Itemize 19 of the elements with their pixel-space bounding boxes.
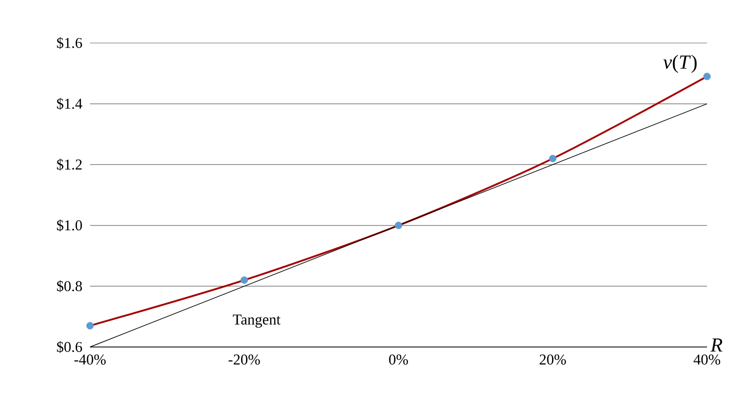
point bbox=[549, 154, 556, 162]
x-axis-title: R bbox=[710, 338, 722, 352]
point bbox=[86, 322, 94, 330]
y-tick-label: $1.4 bbox=[56, 98, 82, 110]
x-tick-label: 0% bbox=[389, 354, 408, 365]
y-tick-label: $0.6 bbox=[56, 341, 82, 353]
x-tick-label: -40% bbox=[74, 354, 106, 365]
y-tick-label: $1.0 bbox=[56, 219, 82, 232]
point bbox=[394, 222, 402, 230]
y-tick-label: $1.2 bbox=[56, 158, 82, 171]
series-label: v(T) bbox=[663, 54, 697, 73]
y-tick-label: $0.8 bbox=[56, 280, 82, 292]
x-tick-label: 20% bbox=[540, 354, 566, 365]
annotation: Tangent bbox=[232, 314, 280, 328]
point bbox=[703, 72, 711, 80]
y-tick-label: $1.6 bbox=[56, 37, 82, 49]
x-tick-label: -20% bbox=[228, 354, 260, 365]
point bbox=[240, 276, 248, 284]
x-tick-label: 40% bbox=[694, 354, 720, 365]
